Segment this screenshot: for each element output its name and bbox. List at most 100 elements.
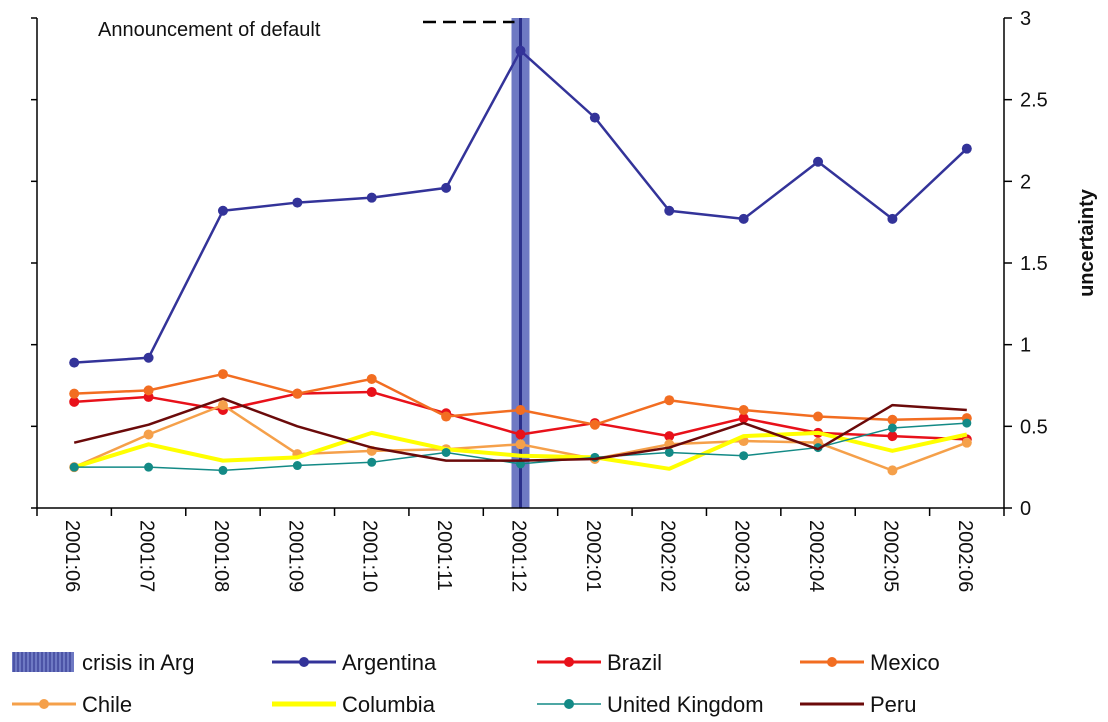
data-point bbox=[664, 205, 675, 216]
data-point bbox=[515, 405, 526, 415]
x-tick-label: 2002:04 bbox=[805, 520, 827, 592]
annotation-text: Announcement of default bbox=[98, 19, 321, 41]
legend-label: Mexico bbox=[870, 650, 940, 675]
legend-marker bbox=[564, 657, 574, 667]
crisis-highlight-layer bbox=[511, 18, 530, 508]
data-point bbox=[217, 400, 228, 411]
data-point bbox=[441, 182, 452, 193]
data-point bbox=[887, 465, 898, 476]
data-point bbox=[887, 431, 898, 442]
data-point bbox=[292, 197, 303, 208]
legend-item-argentina: Argentina bbox=[272, 650, 437, 675]
series-line bbox=[73, 397, 967, 462]
data-point bbox=[143, 352, 154, 363]
y-tick-label: 1.5 bbox=[1020, 253, 1048, 275]
x-tick-label: 2001:08 bbox=[210, 520, 232, 592]
series-argentina bbox=[69, 45, 972, 368]
x-tick-label: 2002:02 bbox=[656, 520, 678, 592]
legend-swatch bbox=[12, 652, 74, 672]
x-tick-label: 2001:10 bbox=[359, 520, 381, 592]
data-point bbox=[887, 423, 897, 433]
legend-item-peru: Peru bbox=[800, 692, 916, 717]
y-tick-label: 0.5 bbox=[1020, 416, 1048, 438]
data-point bbox=[961, 437, 972, 448]
legend-label: Peru bbox=[870, 692, 916, 717]
data-point bbox=[738, 405, 749, 415]
data-point bbox=[69, 357, 80, 368]
data-point bbox=[739, 451, 749, 461]
data-point bbox=[143, 429, 154, 440]
data-point bbox=[664, 431, 675, 442]
x-tick-label: 2001:11 bbox=[433, 520, 455, 591]
data-point bbox=[69, 396, 80, 407]
x-tick-label: 2002:01 bbox=[582, 520, 604, 592]
data-point bbox=[366, 387, 377, 398]
legend-label: Chile bbox=[82, 692, 132, 717]
legend-marker bbox=[827, 657, 837, 667]
y-tick-label: 0 bbox=[1020, 498, 1031, 520]
legend-marker bbox=[564, 699, 574, 709]
data-point bbox=[441, 411, 452, 422]
legend-label: United Kingdom bbox=[607, 692, 764, 717]
data-point bbox=[515, 429, 526, 440]
axes: 0 0.5 1 1.5 2 2.5 3 uncertainty 2001:06 2001:07 20… bbox=[31, 8, 1098, 592]
data-point bbox=[961, 143, 972, 154]
data-point bbox=[144, 462, 154, 472]
data-point bbox=[813, 156, 824, 167]
legend-item-brazil: Brazil bbox=[537, 650, 662, 675]
series-peru bbox=[73, 397, 967, 462]
data-point bbox=[664, 395, 675, 406]
data-point bbox=[366, 192, 377, 203]
y-tick-label: 3 bbox=[1020, 8, 1031, 30]
legend: crisis in Arg Argentina Brazil Mexico Chile C… bbox=[12, 650, 940, 717]
legend-label: crisis in Arg bbox=[82, 650, 194, 675]
y-tick-label: 2.5 bbox=[1020, 90, 1048, 112]
series-columbia bbox=[73, 430, 968, 471]
x-tick-label: 2001:06 bbox=[61, 520, 83, 592]
legend-label: Brazil bbox=[607, 650, 662, 675]
legend-item-mexico: Mexico bbox=[800, 650, 940, 675]
x-tick-label: 2002:03 bbox=[731, 520, 753, 592]
x-tick-label: 2001:09 bbox=[284, 520, 306, 592]
data-point bbox=[292, 461, 302, 471]
legend-item-crisis-in-arg: crisis in Arg bbox=[12, 650, 194, 675]
data-point bbox=[664, 447, 674, 457]
data-point bbox=[69, 388, 80, 399]
annotation: Announcement of default bbox=[98, 19, 515, 41]
data-point bbox=[69, 462, 79, 472]
data-point bbox=[515, 439, 526, 450]
y-tick-label: 1 bbox=[1020, 335, 1031, 357]
series-mexico bbox=[69, 369, 972, 430]
data-point bbox=[738, 213, 749, 224]
legend-marker bbox=[39, 699, 49, 709]
data-point bbox=[887, 414, 898, 425]
data-point bbox=[738, 413, 749, 424]
x-tick-label: 2001:12 bbox=[508, 520, 530, 592]
data-point bbox=[367, 457, 377, 467]
y-tick-label: 2 bbox=[1020, 171, 1031, 193]
legend-label: Argentina bbox=[342, 650, 437, 675]
series-line bbox=[73, 430, 968, 471]
x-tick-label: 2001:07 bbox=[136, 520, 158, 592]
legend-label: Columbia bbox=[342, 692, 436, 717]
data-point bbox=[217, 205, 228, 216]
data-point bbox=[366, 373, 377, 384]
series-united-kingdom bbox=[69, 418, 972, 475]
data-point bbox=[589, 419, 600, 430]
series-lines bbox=[69, 45, 972, 476]
data-point bbox=[515, 45, 526, 56]
data-point bbox=[143, 385, 154, 396]
x-tick-label: 2002:05 bbox=[879, 520, 901, 592]
data-point bbox=[441, 447, 451, 457]
data-point bbox=[813, 443, 823, 453]
legend-marker bbox=[299, 657, 309, 667]
data-point bbox=[887, 213, 898, 224]
x-tick-label: 2002:06 bbox=[954, 520, 976, 592]
legend-item-columbia: Columbia bbox=[272, 692, 436, 717]
data-point bbox=[292, 388, 303, 399]
data-point bbox=[589, 112, 600, 123]
data-point bbox=[813, 411, 824, 422]
data-point bbox=[218, 465, 228, 475]
legend-item-united-kingdom: United Kingdom bbox=[537, 692, 764, 717]
